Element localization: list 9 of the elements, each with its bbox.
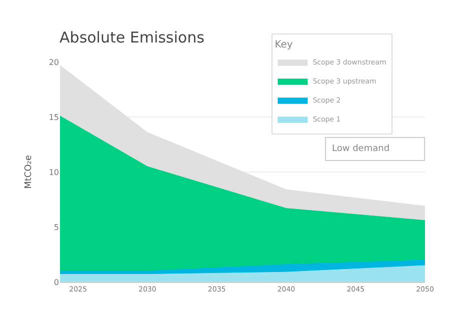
y-tick-label: 20 (48, 58, 59, 67)
y-tick-label: 0 (54, 278, 59, 287)
y-tick-label: 5 (54, 222, 59, 232)
y-tick-label: 15 (48, 112, 59, 122)
y-axis-title: MtCO₂e (24, 154, 34, 189)
legend-title: Key (274, 39, 293, 50)
annotation: Low demand (332, 144, 418, 154)
y-tick-label: 10 (48, 168, 59, 177)
chart-title: Absolute Emissions (60, 28, 205, 46)
